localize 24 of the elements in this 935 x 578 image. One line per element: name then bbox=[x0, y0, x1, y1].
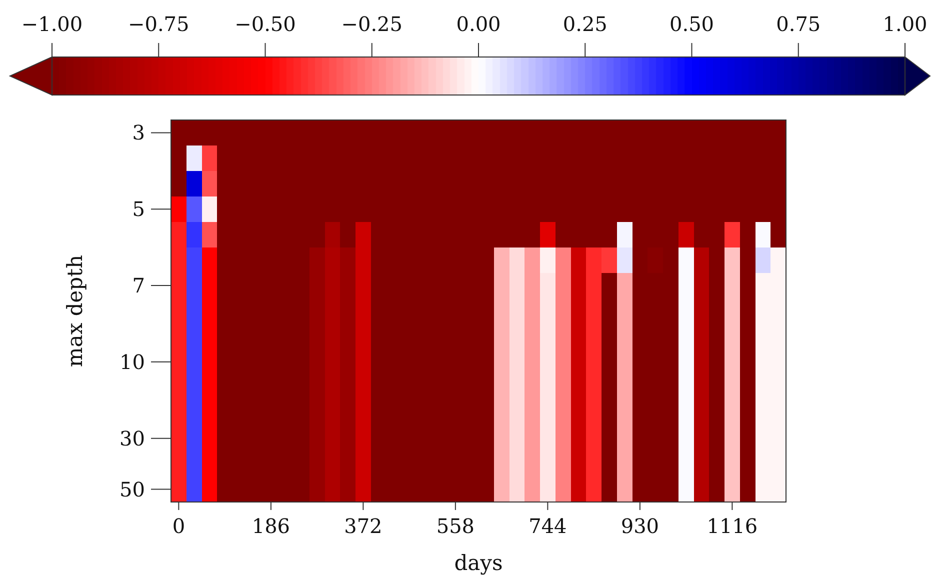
y-tick-label: 30 bbox=[120, 426, 145, 450]
x-tick-label: 0 bbox=[172, 514, 186, 538]
x-tick-label: 1116 bbox=[706, 514, 758, 538]
y-tick-label: 50 bbox=[120, 477, 145, 502]
x-tick-label: 744 bbox=[528, 514, 567, 538]
color-bar-label: 0.00 bbox=[456, 12, 501, 36]
color-bar-label: −1.00 bbox=[21, 12, 83, 36]
color-bar-label: 0.50 bbox=[669, 12, 714, 36]
x-tick-label: 186 bbox=[252, 514, 290, 538]
x-tick-label: 930 bbox=[620, 514, 660, 538]
color-bar-label: 1.00 bbox=[882, 12, 928, 36]
x-tick-label: 372 bbox=[344, 514, 382, 538]
color-bar-label: 0.25 bbox=[562, 12, 608, 36]
y-tick-label: 3 bbox=[132, 120, 145, 145]
x-axis-title: days bbox=[454, 551, 503, 575]
color-bar-label: −0.75 bbox=[128, 12, 190, 36]
y-tick-label: 7 bbox=[132, 274, 145, 298]
x-tick-label: 558 bbox=[436, 514, 475, 538]
y-tick-label: 10 bbox=[120, 350, 145, 374]
y-tick-label: 5 bbox=[132, 197, 145, 222]
color-bar-label: −0.25 bbox=[341, 12, 403, 36]
y-axis-title: max depth bbox=[63, 254, 87, 368]
color-bar-label: 0.75 bbox=[776, 12, 821, 36]
color-bar-label: −0.50 bbox=[234, 12, 296, 36]
